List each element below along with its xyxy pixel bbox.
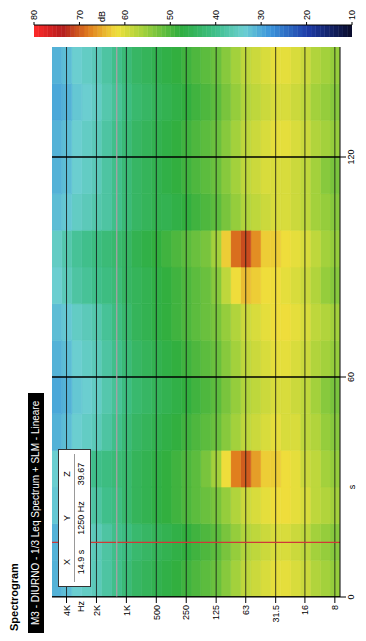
html-text:39.67: 39.67 xyxy=(76,462,86,486)
html-text:X: X xyxy=(62,559,72,565)
svg-text:16: 16 xyxy=(300,605,310,615)
html-text:14.9 s: 14.9 s xyxy=(76,549,86,575)
svg-text:70: 70 xyxy=(75,10,85,20)
svg-text:10: 10 xyxy=(347,10,357,20)
svg-text:4K: 4K xyxy=(62,605,72,616)
svg-text:60: 60 xyxy=(346,372,356,382)
svg-text:20: 20 xyxy=(302,10,312,20)
svg-text:80: 80 xyxy=(29,10,39,20)
svg-text:1K: 1K xyxy=(122,605,132,616)
html-text:Spectrogram: Spectrogram xyxy=(8,563,20,631)
svg-text:50: 50 xyxy=(165,10,175,20)
svg-text:8: 8 xyxy=(330,605,340,610)
svg-text:60: 60 xyxy=(120,10,130,20)
svg-text:31.5: 31.5 xyxy=(271,605,281,623)
html-text:dB: dB xyxy=(97,11,108,22)
svg-text:250: 250 xyxy=(181,605,191,620)
html-text:Hz: Hz xyxy=(76,601,87,612)
html-text:s: s xyxy=(347,484,357,490)
svg-text:0: 0 xyxy=(346,594,356,599)
svg-text:30: 30 xyxy=(256,10,266,20)
svg-text:125: 125 xyxy=(211,605,221,620)
svg-text:120: 120 xyxy=(346,149,356,164)
svg-text:40: 40 xyxy=(211,10,221,20)
svg-text:500: 500 xyxy=(152,605,162,620)
svg-text:2K: 2K xyxy=(92,605,102,616)
html-text:M3 - DIURNO - 1/3 Leq Spectrum: M3 - DIURNO - 1/3 Leq Spectrum + SLM - L… xyxy=(30,400,41,625)
svg-text:63: 63 xyxy=(241,605,251,615)
html-text:Y: Y xyxy=(62,515,72,521)
html-text:Z: Z xyxy=(62,471,72,477)
html-text:1250 Hz: 1250 Hz xyxy=(76,501,86,535)
